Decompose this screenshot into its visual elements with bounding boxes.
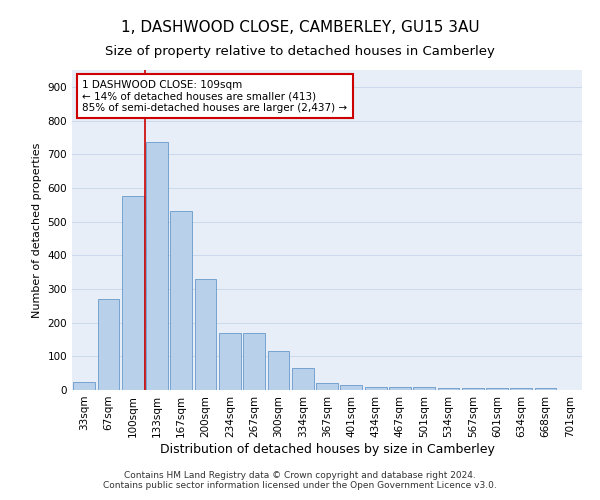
Bar — [316, 384, 338, 390]
Text: 1, DASHWOOD CLOSE, CAMBERLEY, GU15 3AU: 1, DASHWOOD CLOSE, CAMBERLEY, GU15 3AU — [121, 20, 479, 35]
Bar — [97, 299, 119, 390]
Bar — [340, 385, 362, 390]
X-axis label: Distribution of detached houses by size in Camberley: Distribution of detached houses by size … — [160, 442, 494, 456]
Text: 1 DASHWOOD CLOSE: 109sqm
← 14% of detached houses are smaller (413)
85% of semi-: 1 DASHWOOD CLOSE: 109sqm ← 14% of detach… — [82, 80, 347, 113]
Bar — [268, 352, 289, 390]
Text: Contains HM Land Registry data © Crown copyright and database right 2024.
Contai: Contains HM Land Registry data © Crown c… — [103, 470, 497, 490]
Bar — [389, 386, 411, 390]
Bar — [194, 279, 217, 390]
Bar — [146, 142, 168, 390]
Bar — [486, 388, 508, 390]
Bar — [73, 382, 95, 390]
Bar — [535, 388, 556, 390]
Text: Size of property relative to detached houses in Camberley: Size of property relative to detached ho… — [105, 45, 495, 58]
Bar — [170, 212, 192, 390]
Bar — [413, 388, 435, 390]
Bar — [511, 388, 532, 390]
Y-axis label: Number of detached properties: Number of detached properties — [32, 142, 42, 318]
Bar — [243, 332, 265, 390]
Bar — [365, 386, 386, 390]
Bar — [437, 388, 460, 390]
Bar — [462, 388, 484, 390]
Bar — [292, 368, 314, 390]
Bar — [219, 332, 241, 390]
Bar — [122, 196, 143, 390]
